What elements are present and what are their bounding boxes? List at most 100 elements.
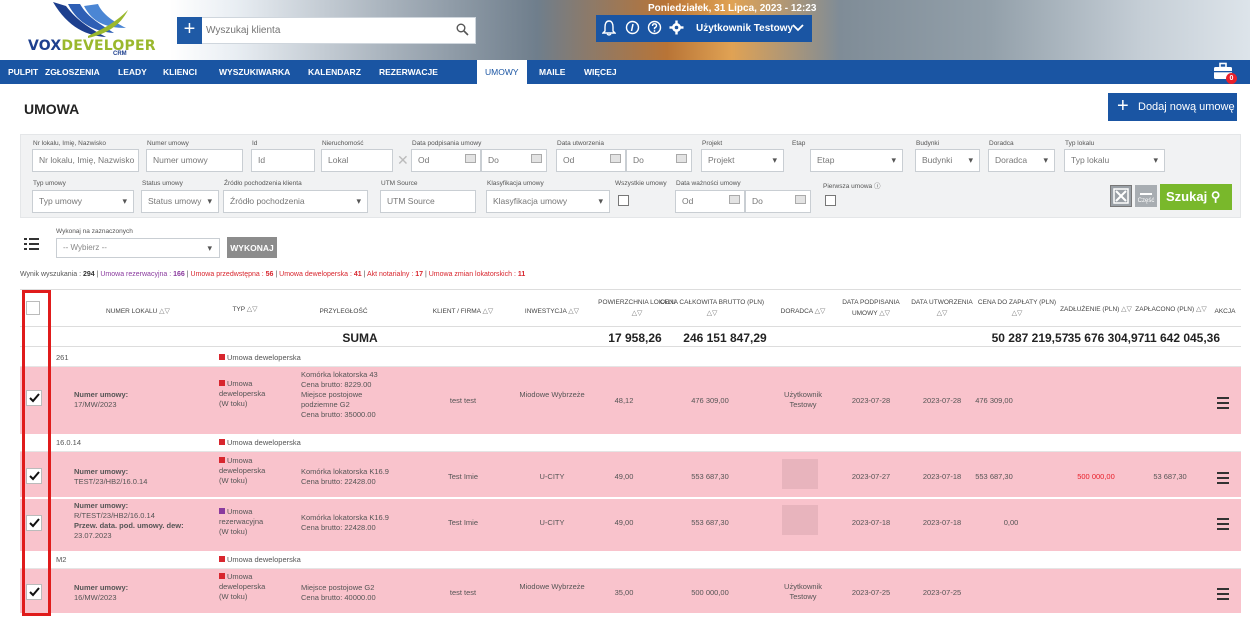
client-search-input[interactable]	[206, 21, 446, 40]
col-advisor[interactable]: DORADCA △▽	[780, 308, 826, 315]
signing-date-from[interactable]: Od	[411, 149, 481, 172]
plus-icon: +	[1117, 95, 1129, 117]
table-row[interactable]	[20, 367, 1241, 434]
advisor-select[interactable]: Doradca	[988, 149, 1055, 172]
property-input[interactable]: Lokal	[321, 149, 393, 172]
col-area[interactable]: POWIERZCHNIA LOKALU △▽	[598, 299, 676, 317]
first-contract-checkbox[interactable]	[825, 195, 836, 206]
stage-select[interactable]: Etap	[810, 149, 903, 172]
calendar-icon[interactable]	[465, 154, 476, 163]
col-gross-price[interactable]: CENA CAŁKOWITA BRUTTO (PLN) △▽	[659, 299, 765, 317]
signing-date-to[interactable]: Do	[481, 149, 547, 172]
contract-number[interactable]: Numer umowy: TEST/23/HB2/16.0.14	[74, 467, 148, 486]
all-contracts-checkbox[interactable]	[618, 195, 629, 206]
table-row[interactable]	[20, 498, 1241, 551]
result-reservation[interactable]: Umowa rezerwacyjna : 166	[100, 271, 185, 278]
row-checkbox[interactable]	[26, 468, 42, 484]
contract-number[interactable]: Numer umowy: R/TEST/23/HB2/16.0.14 Przew. …	[74, 501, 184, 540]
list-icon[interactable]	[24, 237, 39, 251]
gear-icon[interactable]	[669, 20, 684, 35]
area: 49,00	[614, 472, 634, 481]
row-menu-icon[interactable]	[1217, 397, 1229, 412]
search-button[interactable]: Szukaj ⚲	[1160, 184, 1232, 210]
calendar-icon[interactable]	[795, 195, 806, 204]
contract-status-select[interactable]: Status umowy	[141, 190, 219, 213]
col-client[interactable]: KLIENT / FIRMA △▽	[432, 308, 494, 315]
client-name[interactable]: test test	[449, 396, 477, 405]
bulk-action-select[interactable]: -- Wybierz --	[56, 238, 220, 258]
row-menu-icon[interactable]	[1217, 588, 1229, 603]
col-debt[interactable]: ZADŁUŻENIE (PLN) △▽	[1060, 306, 1132, 313]
client-search: +	[177, 17, 476, 44]
contract-number[interactable]: Numer umowy: 16/MW/2023	[74, 583, 129, 602]
col-paid[interactable]: ZAPŁACONO (PLN) △▽	[1135, 306, 1207, 313]
row-checkbox[interactable]	[26, 390, 42, 406]
result-preliminary[interactable]: Umowa przedwstępna : 56	[190, 271, 274, 278]
calendar-icon[interactable]	[531, 154, 542, 163]
nav-item-umowy[interactable]: UMOWY	[477, 60, 527, 84]
row-checkbox[interactable]	[26, 584, 42, 600]
reset-filters-button[interactable]	[1110, 185, 1132, 207]
filter-label-property: Nieruchomość	[322, 140, 364, 147]
calendar-icon[interactable]	[610, 154, 621, 163]
col-created-date[interactable]: DATA UTWORZENIA △▽	[911, 299, 973, 317]
unit-name-input[interactable]: Nr lokalu, Imię, Nazwisko	[32, 149, 139, 172]
validity-date-to[interactable]: Do	[745, 190, 811, 213]
project-select[interactable]: Projekt	[701, 149, 784, 172]
result-developer[interactable]: Umowa deweloperska : 41	[279, 271, 362, 278]
result-notarial[interactable]: Akt notarialny : 17	[366, 271, 424, 278]
id-input[interactable]: Id	[251, 149, 315, 172]
row-checkbox[interactable]	[26, 515, 42, 531]
unit-type-select[interactable]: Typ lokalu	[1064, 149, 1165, 172]
help-icon[interactable]	[647, 20, 662, 35]
execute-button[interactable]: WYKONAJ	[227, 237, 277, 258]
contract-number-input[interactable]: Numer umowy	[146, 149, 243, 172]
client-name[interactable]: Test Imie	[447, 472, 478, 481]
nav-item-kalendarz[interactable]: KALENDARZ	[308, 67, 361, 77]
contract-type: Umowa deweloperska (W toku)	[219, 379, 266, 408]
col-unit-number[interactable]: NUMER LOKALU △▽	[106, 308, 170, 315]
buildings-select[interactable]: Budynki	[915, 149, 980, 172]
collapse-filters-button[interactable]: Część	[1135, 185, 1157, 207]
classification-select[interactable]: Klasyfikacja umowy	[486, 190, 610, 213]
to-pay: 476 309,00	[975, 396, 1013, 405]
col-type[interactable]: TYP △▽	[232, 306, 258, 313]
search-icon[interactable]	[456, 23, 469, 36]
created-date-from[interactable]: Od	[556, 149, 626, 172]
chevron-down-icon[interactable]	[792, 23, 804, 33]
nav-item-maile[interactable]: MAILE	[539, 67, 566, 77]
nav-item-zgloszenia[interactable]: ZGŁOSZENIA	[45, 67, 100, 77]
add-contract-button[interactable]: + Dodaj nową umowę	[1108, 93, 1237, 121]
result-tenant-changes[interactable]: Umowa zmian lokatorskich : 11	[428, 271, 526, 278]
calendar-icon[interactable]	[676, 154, 687, 163]
info-icon[interactable]	[625, 20, 640, 35]
source-select[interactable]: Źródło pochodzenia	[223, 190, 368, 213]
col-investment[interactable]: INWESTYCJA △▽	[524, 308, 580, 315]
contract-number[interactable]: Numer umowy: 17/MW/2023	[74, 390, 129, 409]
col-signed-date[interactable]: DATA PODPISANIA UMOWY △▽	[842, 299, 900, 317]
client-name[interactable]: test test	[449, 588, 477, 597]
validity-date-from[interactable]: Od	[675, 190, 745, 213]
add-client-button[interactable]: +	[177, 17, 202, 44]
nav-item-klienci[interactable]: KLIENCI	[163, 67, 197, 77]
select-all-checkbox[interactable]	[26, 301, 40, 315]
app-logo[interactable]: VOXDEVELOPER CRM	[20, 0, 156, 58]
logo-wing-icon	[53, 2, 128, 38]
row-menu-icon[interactable]	[1217, 518, 1229, 533]
nav-item-wyszukiwarka[interactable]: WYSZUKIWARKA	[219, 67, 291, 77]
utm-source-input[interactable]: UTM Source	[380, 190, 476, 213]
nav-item-rezerwacje[interactable]: REZERWACJE	[379, 67, 438, 77]
calendar-icon[interactable]	[729, 195, 740, 204]
row-menu-icon[interactable]	[1217, 472, 1229, 487]
clear-property-icon[interactable]: ✕	[397, 152, 409, 168]
bell-icon[interactable]	[602, 20, 616, 36]
created-date-to[interactable]: Do	[626, 149, 692, 172]
nav-item-pulpit[interactable]: PULPIT	[8, 67, 39, 77]
help-icon[interactable]: ⓘ	[873, 183, 881, 190]
col-to-pay[interactable]: CENA DO ZAPŁATY (PLN) △▽	[977, 299, 1057, 317]
contract-type-select[interactable]: Typ umowy	[32, 190, 134, 213]
user-name[interactable]: Użytkownik Testowy	[696, 23, 794, 34]
nav-item-wiecej[interactable]: WIĘCEJ	[584, 67, 617, 77]
nav-item-leady[interactable]: LEADY	[118, 67, 147, 77]
client-name[interactable]: Test Imie	[447, 518, 478, 527]
